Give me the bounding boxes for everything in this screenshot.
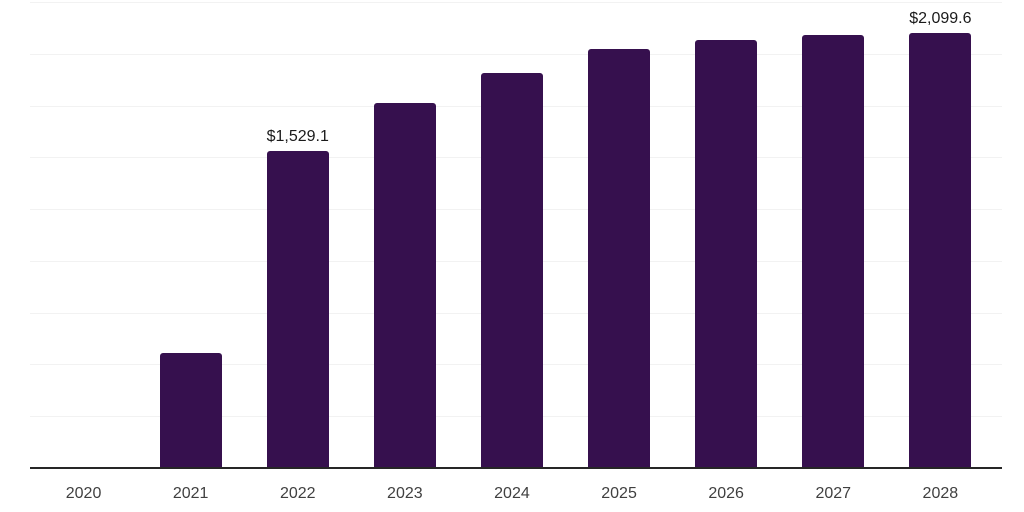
value-label-2022: $1,529.1 <box>266 128 329 146</box>
x-tick-label-2024: 2024 <box>494 485 530 502</box>
gridline-2250 <box>30 2 1002 3</box>
x-tick-label-2025: 2025 <box>601 485 637 502</box>
x-tick-label-2027: 2027 <box>815 485 852 502</box>
value-label-2028: $2,099.6 <box>909 10 972 28</box>
x-tick-label-2026: 2026 <box>708 485 744 502</box>
x-tick-label-2021: 2021 <box>172 485 209 502</box>
x-axis-line <box>30 467 1002 469</box>
bar-2028 <box>909 33 972 468</box>
bar-2022 <box>266 151 329 468</box>
bar-2023 <box>373 103 436 468</box>
bar-2027 <box>802 35 865 468</box>
x-tick-label-2022: 2022 <box>279 485 316 502</box>
bar-2026 <box>695 40 758 468</box>
bar-2021 <box>159 353 222 468</box>
x-tick-label-2023: 2023 <box>387 485 423 502</box>
x-tick-label-2020: 2020 <box>65 485 102 502</box>
gridline-2000 <box>30 53 1002 55</box>
bar-2025 <box>588 49 651 468</box>
x-tick-label-2028: 2028 <box>922 485 959 502</box>
bar-2024 <box>480 72 543 468</box>
